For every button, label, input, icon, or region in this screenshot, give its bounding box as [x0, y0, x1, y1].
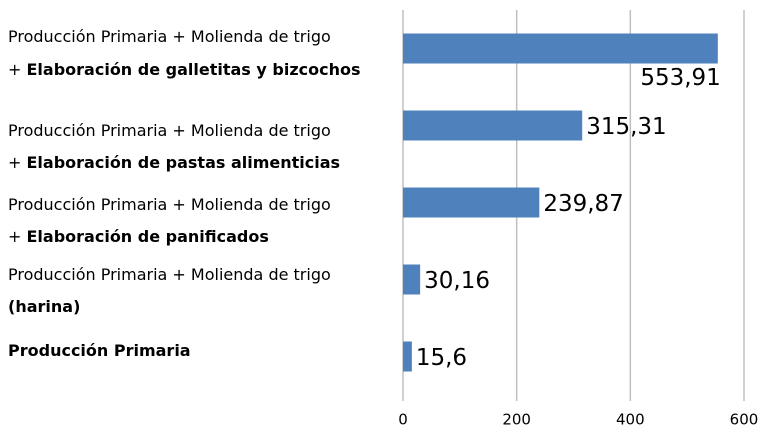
category-label: Producción Primaria	[8, 341, 191, 360]
category-label-part: Producción Primaria + Molienda de trigo	[8, 195, 331, 214]
category-label-part: +	[8, 227, 27, 246]
category-label: + Elaboración de panificados	[8, 227, 269, 246]
category-label: Producción Primaria + Molienda de trigo	[8, 27, 331, 46]
bar	[403, 264, 421, 295]
category-label: (harina)	[8, 297, 80, 316]
category-label: + Elaboración de pastas alimenticias	[8, 153, 340, 172]
category-label-part: +	[8, 153, 27, 172]
category-label-part: Elaboración de panificados	[27, 227, 269, 246]
data-label: 239,87	[543, 191, 623, 217]
x-tick-label: 200	[502, 411, 531, 428]
data-label: 553,91	[640, 65, 720, 91]
category-label: + Elaboración de galletitas y bizcochos	[8, 60, 361, 79]
x-tick-label: 600	[730, 411, 759, 428]
x-tick-label: 400	[616, 411, 645, 428]
data-label: 315,31	[586, 114, 666, 140]
category-label: Producción Primaria + Molienda de trigo	[8, 195, 331, 214]
category-label-part: Producción Primaria + Molienda de trigo	[8, 121, 331, 140]
category-label-part: Producción Primaria	[8, 341, 191, 360]
category-label: Producción Primaria + Molienda de trigo	[8, 121, 331, 140]
category-label-part: +	[8, 60, 27, 79]
data-label: 30,16	[424, 268, 490, 294]
category-label-part: (harina)	[8, 297, 80, 316]
bar	[403, 33, 718, 64]
bar	[403, 110, 583, 141]
category-label-part: Elaboración de galletitas y bizcochos	[27, 60, 361, 79]
category-label-part: Producción Primaria + Molienda de trigo	[8, 265, 331, 284]
bar	[403, 187, 540, 218]
category-label-part: Elaboración de pastas alimenticias	[27, 153, 341, 172]
data-label: 15,6	[416, 345, 467, 371]
category-label-part: Producción Primaria + Molienda de trigo	[8, 27, 331, 46]
x-tick-label: 0	[398, 411, 408, 428]
bar	[403, 341, 412, 372]
category-label: Producción Primaria + Molienda de trigo	[8, 265, 331, 284]
